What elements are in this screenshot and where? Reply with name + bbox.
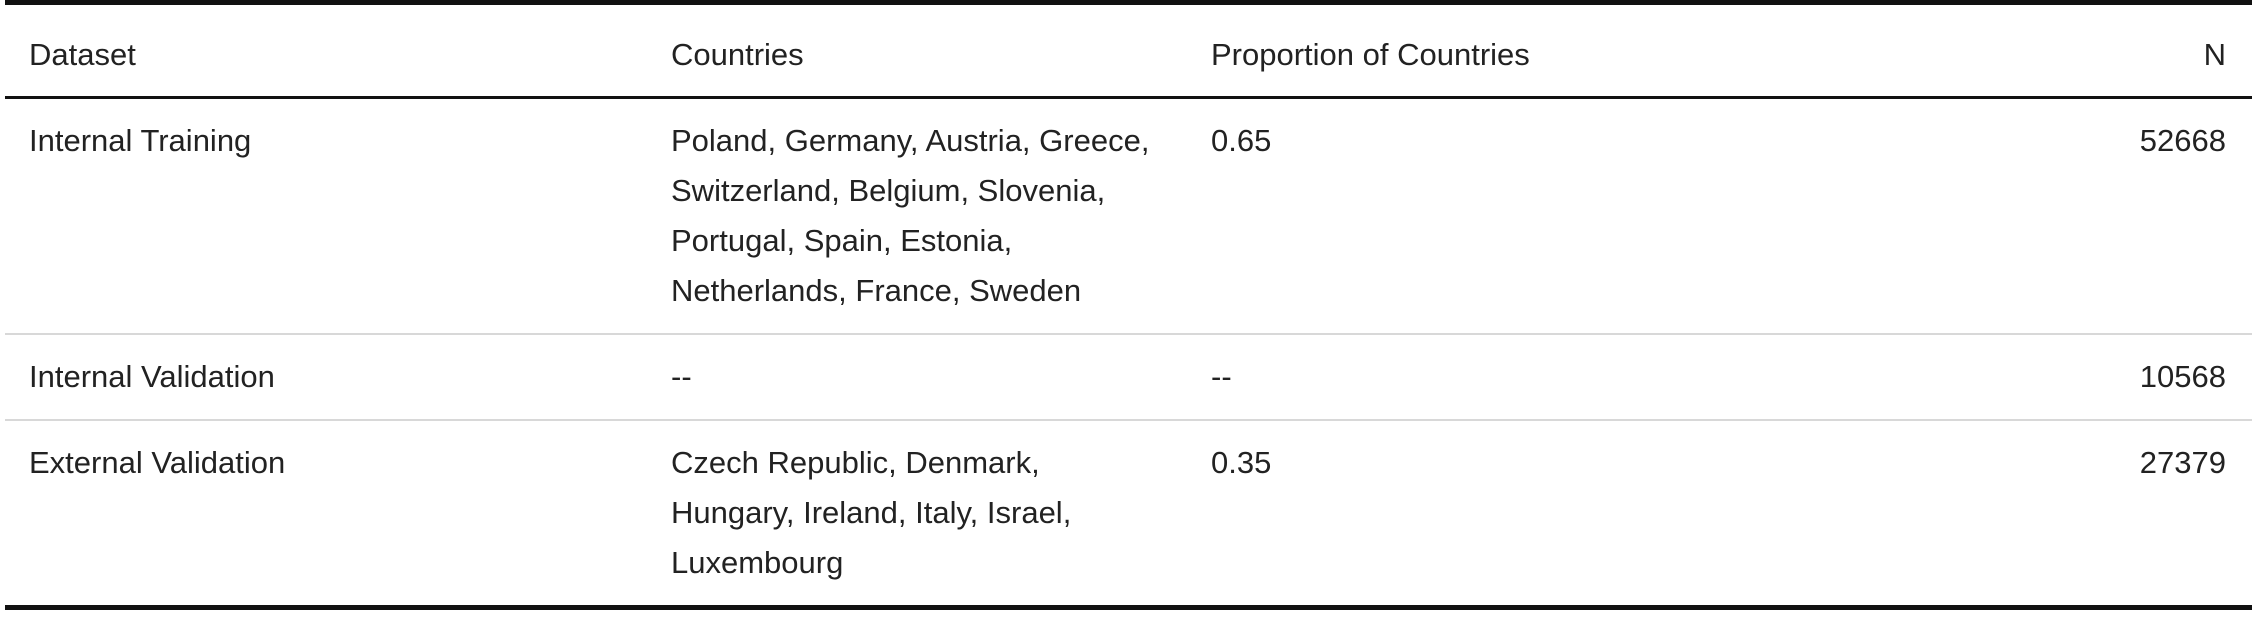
cell-dataset: Internal Training xyxy=(29,123,252,158)
cell-n: 10568 xyxy=(2139,359,2226,394)
dataset-table: Dataset Countries Proportion of Countrie… xyxy=(5,0,2252,610)
cell-countries: -- xyxy=(671,359,692,394)
header-dataset: Dataset xyxy=(29,37,136,72)
cell-dataset: External Validation xyxy=(29,445,286,480)
cell-countries: Poland, Germany, Austria, Greece, Switze… xyxy=(671,123,1150,308)
table-row: External Validation Czech Republic, Denm… xyxy=(5,420,2252,608)
header-countries: Countries xyxy=(671,37,804,72)
cell-countries: Czech Republic, Denmark, Hungary, Irelan… xyxy=(671,445,1072,580)
cell-proportion: -- xyxy=(1211,359,1232,394)
table-header-row: Dataset Countries Proportion of Countrie… xyxy=(5,2,2252,98)
cell-proportion: 0.65 xyxy=(1211,123,1272,158)
cell-n: 27379 xyxy=(2139,445,2226,480)
cell-proportion: 0.35 xyxy=(1211,445,1272,480)
cell-dataset: Internal Validation xyxy=(29,359,275,394)
cell-n: 52668 xyxy=(2139,123,2226,158)
header-n: N xyxy=(2203,37,2226,72)
header-proportion: Proportion of Countries xyxy=(1211,37,1530,72)
table-row: Internal Training Poland, Germany, Austr… xyxy=(5,98,2252,334)
dataset-table-container: Dataset Countries Proportion of Countrie… xyxy=(5,0,2252,610)
table-row: Internal Validation -- -- 10568 xyxy=(5,334,2252,420)
